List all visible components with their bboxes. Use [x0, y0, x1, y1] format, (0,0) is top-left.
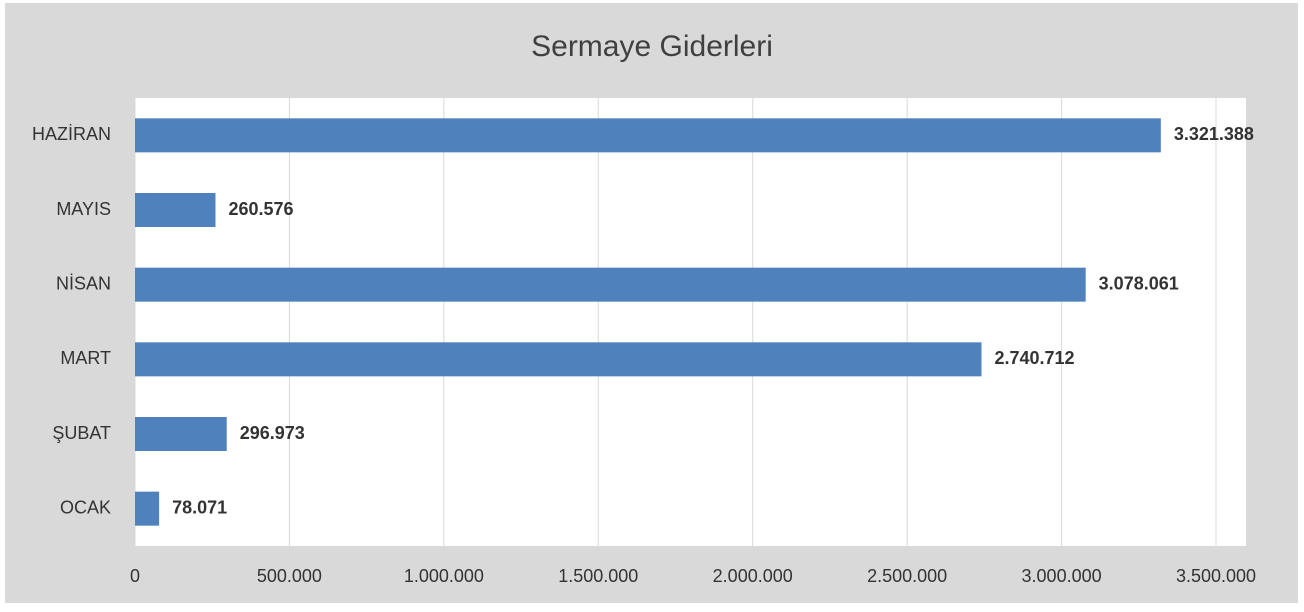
- value-label: 3.321.388: [1174, 124, 1254, 144]
- y-tick-label: ŞUBAT: [52, 423, 111, 443]
- bar: [135, 491, 160, 526]
- y-tick-label: MART: [60, 348, 111, 368]
- x-tick-label: 2.000.000: [713, 566, 793, 586]
- value-label: 260.576: [228, 199, 293, 219]
- chart-title: Sermaye Giderleri: [531, 30, 773, 63]
- value-label: 2.740.712: [994, 348, 1074, 368]
- y-tick-label: NİSAN: [56, 273, 111, 293]
- x-tick-label: 1.500.000: [558, 566, 638, 586]
- bar: [135, 118, 1161, 153]
- y-tick-label: OCAK: [60, 497, 111, 517]
- bar: [135, 417, 227, 451]
- x-tick-label: 1.000.000: [404, 566, 484, 586]
- x-tick-label: 2.500.000: [867, 566, 947, 586]
- plot-area: [135, 98, 1246, 546]
- bar: [135, 342, 982, 377]
- value-label: 3.078.061: [1099, 273, 1179, 293]
- bar: [135, 193, 216, 227]
- y-tick-label: MAYIS: [56, 199, 111, 219]
- value-label: 78.071: [172, 497, 227, 517]
- x-tick-label: 0: [130, 566, 140, 586]
- x-tick-label: 500.000: [257, 566, 322, 586]
- x-tick-label: 3.000.000: [1022, 566, 1102, 586]
- x-tick-label: 3.500.000: [1176, 566, 1256, 586]
- y-tick-label: HAZİRAN: [32, 124, 111, 144]
- value-label: 296.973: [240, 423, 305, 443]
- bar: [135, 267, 1086, 302]
